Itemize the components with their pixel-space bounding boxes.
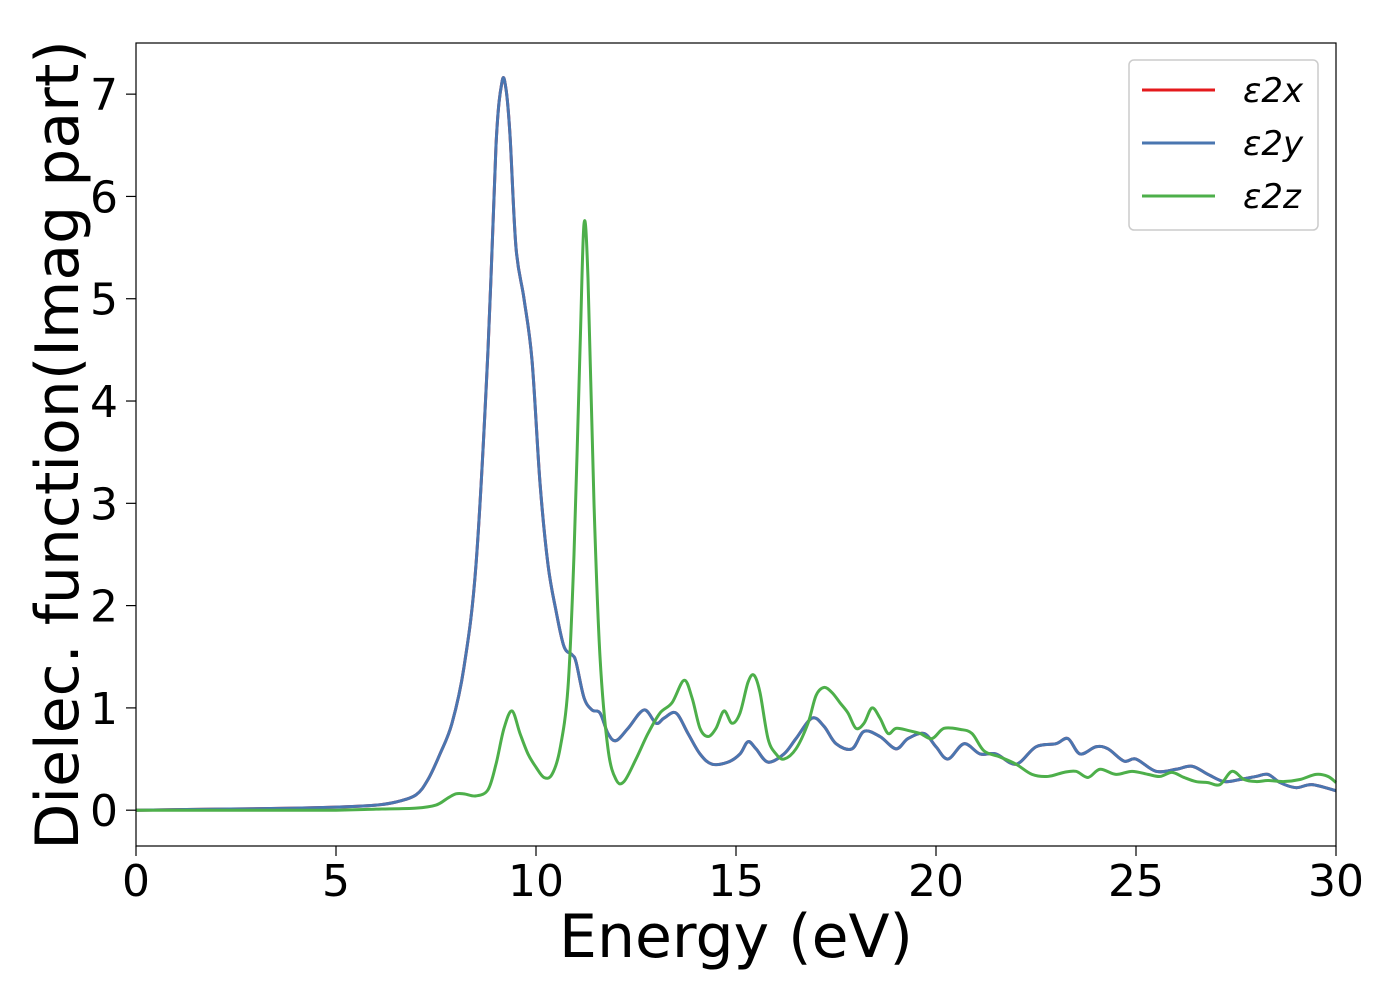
legend-label-1: ε2y <box>1243 124 1304 164</box>
plot-lines <box>135 76 1337 812</box>
x-tick-label: 10 <box>508 856 564 907</box>
y-tick-label: 6 <box>90 172 118 223</box>
series-line-2 <box>136 219 1337 812</box>
x-tick-label: 15 <box>708 856 764 907</box>
y-axis: 0 1 2 3 4 5 6 7 <box>90 70 136 837</box>
x-tick-label: 5 <box>322 856 350 907</box>
x-tick-label: 30 <box>1308 856 1364 907</box>
y-tick-label: 0 <box>90 786 118 837</box>
series-line-1 <box>135 76 1337 812</box>
y-tick-label: 4 <box>90 377 118 428</box>
x-axis-title: Energy (eV) <box>559 902 913 972</box>
x-tick-label: 25 <box>1108 856 1164 907</box>
legend-label-0: ε2x <box>1243 71 1304 111</box>
y-tick-label: 2 <box>90 582 118 633</box>
x-tick-label: 20 <box>908 856 964 907</box>
y-axis-title: Dielec. function(Imag part) <box>23 40 93 850</box>
x-axis: 0 5 10 15 20 25 30 <box>122 846 1364 907</box>
y-tick-label: 7 <box>90 70 118 121</box>
legend-frame <box>1128 59 1319 231</box>
legend: ε2x ε2y ε2z <box>1128 59 1319 231</box>
legend-label-2: ε2z <box>1243 177 1302 217</box>
y-tick-label: 1 <box>90 684 118 735</box>
y-tick-label: 3 <box>90 479 118 530</box>
y-tick-label: 5 <box>90 275 118 326</box>
x-tick-label: 0 <box>122 856 150 907</box>
